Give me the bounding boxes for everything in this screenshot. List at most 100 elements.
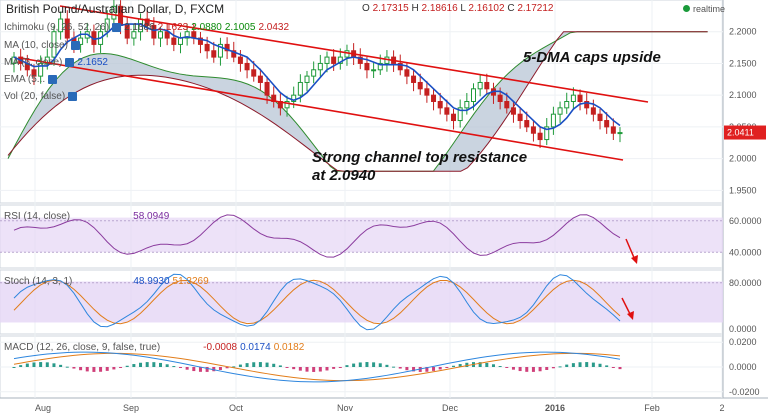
ema-label: EMA (5... xyxy=(4,74,46,85)
macd-histogram-bar xyxy=(551,367,555,369)
macd-histogram-bar xyxy=(605,365,609,367)
rsi-down-arrow xyxy=(625,238,636,261)
ichimoku-v1: 2.1886 xyxy=(124,22,155,33)
macd-histogram-bar xyxy=(598,363,602,367)
stoch-legend[interactable]: Stoch (14, 3, 1) 48.9930 51.3269 xyxy=(4,276,209,287)
candle-body xyxy=(524,120,530,128)
candle-body xyxy=(231,50,237,58)
macd-tick-label: 0.0000 xyxy=(729,362,757,372)
macd-histogram-bar xyxy=(252,362,256,367)
stoch-k-line xyxy=(13,273,621,331)
macd-histogram-bar xyxy=(445,367,449,368)
ma10-legend[interactable]: MA (10, close) xyxy=(4,40,80,51)
candle-body xyxy=(584,101,590,109)
candle-body xyxy=(510,107,516,115)
macd-label: MACD (12, 26, close, 9, false, true) xyxy=(4,342,161,353)
macd-histogram-bar xyxy=(511,367,515,370)
candle-body xyxy=(244,62,250,71)
candle-body xyxy=(237,56,243,64)
candle-body xyxy=(284,101,290,109)
macd-histogram-bar xyxy=(498,366,502,368)
macd-histogram-bar xyxy=(165,364,169,367)
macd-tick-label: -0.0200 xyxy=(729,387,760,397)
ichimoku-v3: 2.0880 xyxy=(191,22,222,33)
macd-histogram-bar xyxy=(272,363,276,367)
vol-legend[interactable]: Vol (20, false) xyxy=(4,91,78,102)
stoch-tick-label: 80.0000 xyxy=(729,278,762,288)
ma5-value: 2.1652 xyxy=(77,57,108,68)
macd-histogram-bar xyxy=(185,367,189,370)
macd-line xyxy=(13,351,621,383)
ema-legend[interactable]: EMA (5... xyxy=(4,74,58,85)
ichimoku-label: Ichimoku (9, 26, 52, 26) xyxy=(4,22,110,33)
vol-label: Vol (20, false) xyxy=(4,91,66,102)
realtime-label: realtime xyxy=(693,4,726,14)
chart-title: British Pound/Australian Dollar, D, FXCM xyxy=(6,2,225,16)
candle-body xyxy=(604,120,610,128)
macd-histogram-bar xyxy=(292,367,296,370)
macd-histogram-bar xyxy=(65,366,69,368)
eye-icon[interactable] xyxy=(48,75,58,84)
eye-icon[interactable] xyxy=(65,58,75,67)
price-tick-label: 2.1000 xyxy=(729,90,757,100)
macd-histogram-bar xyxy=(458,364,462,367)
macd-histogram-bar xyxy=(485,362,489,367)
candle-body xyxy=(31,69,37,77)
rsi-legend[interactable]: RSI (14, close) 58.0949 xyxy=(4,211,169,222)
macd-histogram-bar xyxy=(152,362,156,367)
macd-legend[interactable]: MACD (12, 26, close, 9, false, true) -0.… xyxy=(4,342,304,353)
rsi-tick-label: 40.0000 xyxy=(729,247,762,257)
candle-body xyxy=(371,69,377,72)
macd-histogram-bar xyxy=(225,367,229,369)
macd-histogram-bar xyxy=(358,362,362,367)
macd-histogram-bar xyxy=(132,364,136,367)
macd-histogram-bar xyxy=(578,362,582,367)
candle-body xyxy=(131,31,137,39)
macd-histogram-bar xyxy=(432,367,436,371)
x-tick-label: Feb xyxy=(644,403,660,413)
ma10-label: MA (10, close) xyxy=(4,40,68,51)
macd-histogram-bar xyxy=(538,367,542,372)
last-price-label: 2.0411 xyxy=(727,128,754,138)
macd-signal-value: 0.0182 xyxy=(273,342,305,353)
ichimoku-v4: 2.1005 xyxy=(224,22,256,33)
candle-body xyxy=(417,81,423,90)
x-tick-label: 2 xyxy=(719,403,724,413)
eye-icon[interactable] xyxy=(70,41,80,50)
macd-histogram-bar xyxy=(32,362,36,367)
macd-tick-label: 0.0200 xyxy=(729,337,757,347)
close-value: 2.17212 xyxy=(517,3,554,14)
ichimoku-legend[interactable]: Ichimoku (9, 26, 52, 26) 2.1886 2.1623 2… xyxy=(4,22,289,33)
eye-icon[interactable] xyxy=(112,23,122,32)
macd-histogram-bar xyxy=(398,367,402,369)
macd-histogram-bar xyxy=(318,367,322,372)
candle-body xyxy=(497,94,503,102)
macd-histogram-bar xyxy=(571,363,575,367)
macd-histogram-bar xyxy=(345,365,349,367)
price-tick-label: 2.1500 xyxy=(729,58,757,68)
candle-body xyxy=(397,62,403,71)
macd-histogram-bar xyxy=(112,367,116,370)
eye-icon[interactable] xyxy=(68,92,78,101)
candle-body xyxy=(470,88,476,102)
macd-histogram-bar xyxy=(305,367,309,372)
macd-histogram-bar xyxy=(298,367,302,371)
candle-body xyxy=(424,88,430,96)
candle-body xyxy=(477,81,483,90)
macd-histogram-bar xyxy=(218,367,222,370)
macd-histogram-bar xyxy=(72,367,76,369)
macd-histogram-bar xyxy=(425,367,429,372)
macd-histogram-bar xyxy=(59,364,63,367)
candle-body xyxy=(484,81,490,90)
macd-histogram-bar xyxy=(258,362,262,367)
macd-histogram-bar xyxy=(172,366,176,368)
candle-body xyxy=(291,94,297,102)
ma5-legend[interactable]: MA (5, close) 2.1652 xyxy=(4,57,108,68)
candle-body xyxy=(564,101,570,109)
annotation-channel-line2: at 2.0940 xyxy=(312,167,376,184)
realtime-indicator[interactable]: realtime xyxy=(683,4,725,14)
candle-body xyxy=(357,56,363,64)
x-tick-label: Sep xyxy=(123,403,139,413)
candle-body xyxy=(517,113,523,122)
